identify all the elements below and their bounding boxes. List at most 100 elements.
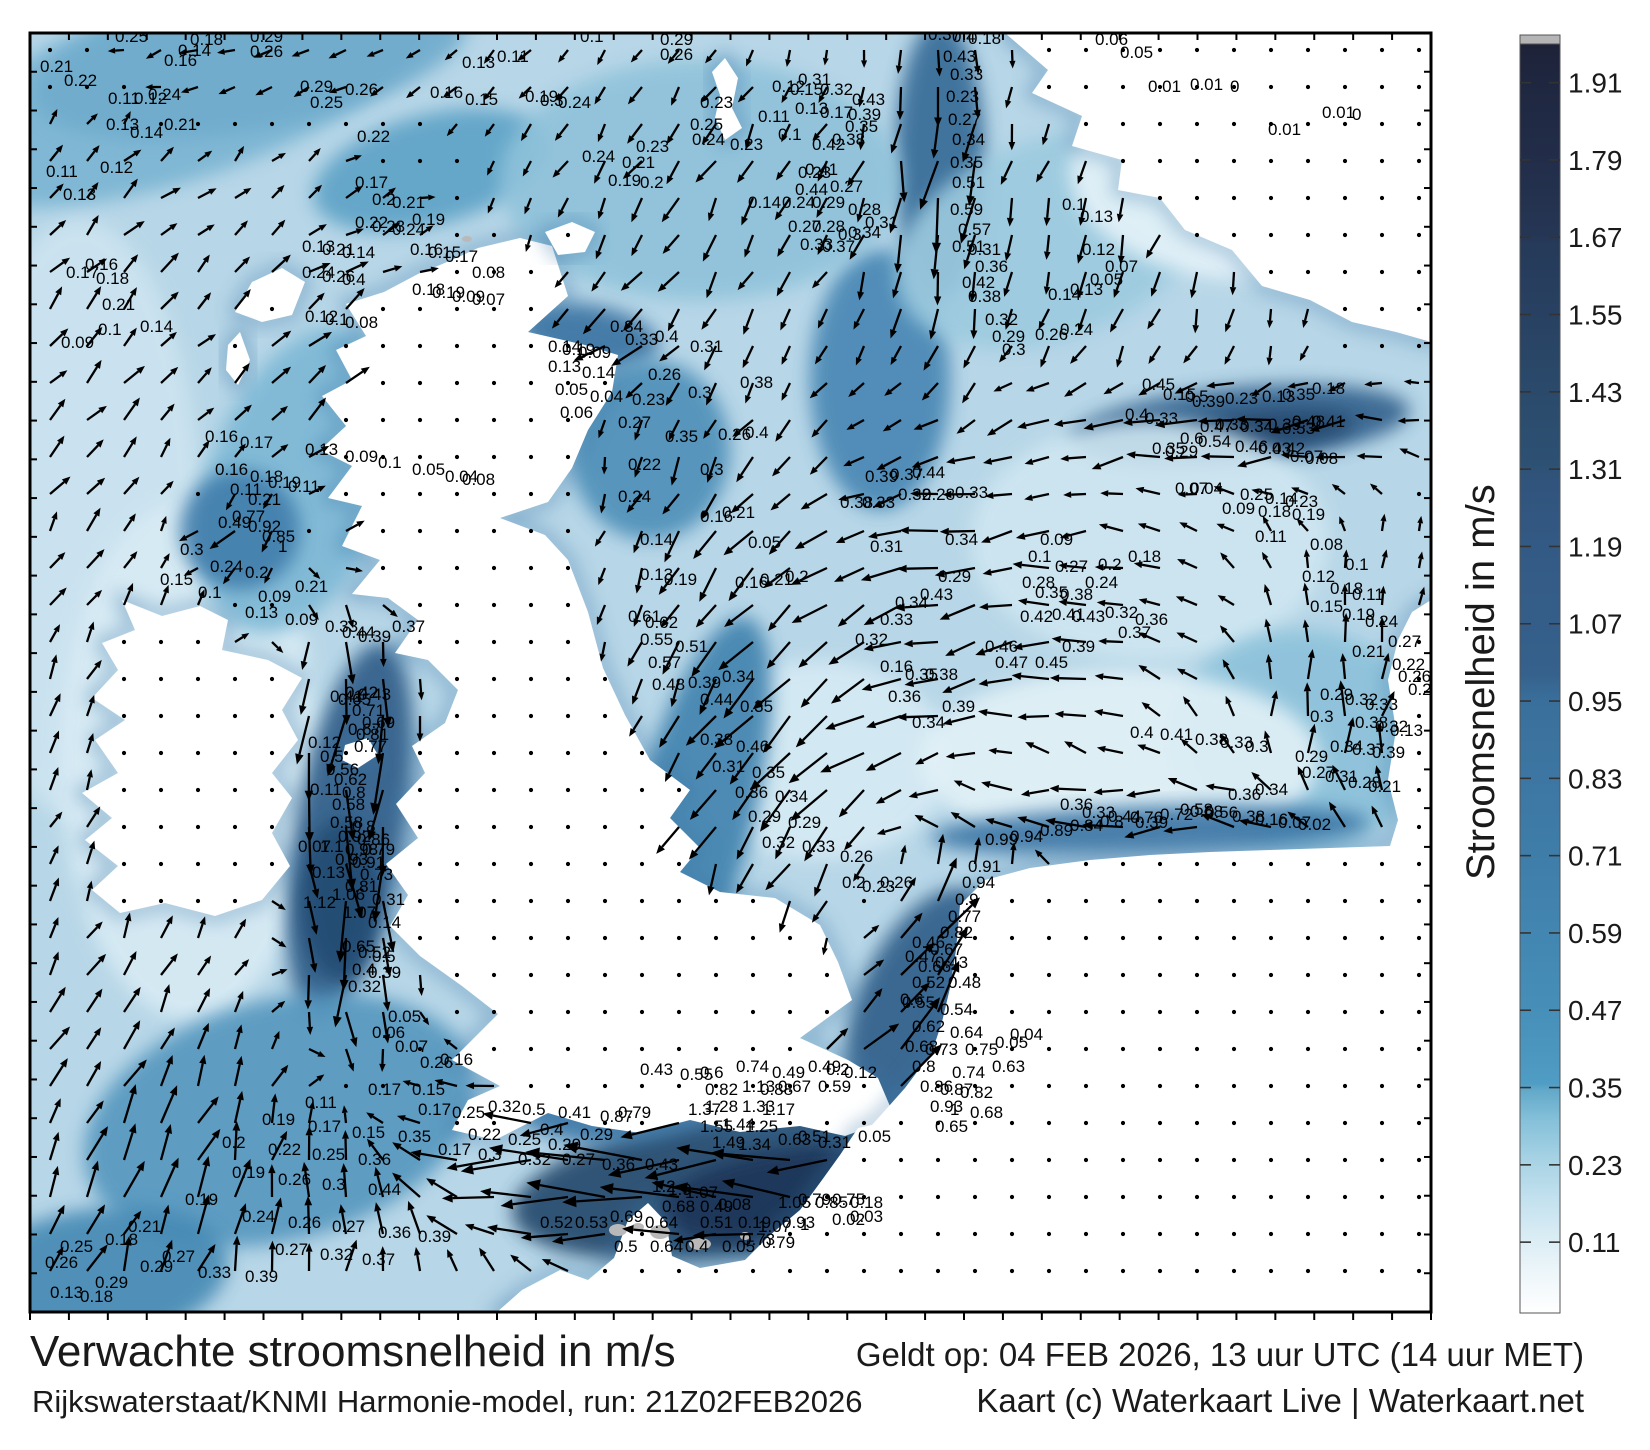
- flow-arrow-head: [1265, 654, 1273, 663]
- grid-dot: [158, 676, 164, 682]
- speed-value-label: 0.27: [1055, 557, 1088, 576]
- speed-value-label: 0.05: [555, 380, 588, 399]
- speed-value-label: 0.79: [362, 840, 395, 859]
- flow-arrow-shaft: [189, 566, 199, 574]
- flow-arrow-head: [92, 145, 100, 154]
- flow-arrow-shaft: [824, 49, 829, 59]
- speed-value-label: 0.5: [372, 947, 396, 966]
- speed-value-label: 0.26: [840, 847, 873, 866]
- flow-arrow-shaft: [705, 123, 717, 139]
- flow-arrow-head: [1110, 323, 1118, 333]
- grid-dot: [602, 380, 608, 386]
- flow-arrow-shaft: [85, 628, 93, 643]
- flow-arrow-shaft: [1059, 677, 1087, 681]
- grid-dot: [972, 898, 978, 904]
- flow-arrow-head: [407, 1200, 415, 1211]
- flow-arrow-shaft: [559, 86, 569, 96]
- flow-arrow-head: [950, 812, 960, 820]
- speed-value-label: 0.27: [162, 1247, 195, 1266]
- speed-value-label: 0.2: [372, 190, 396, 209]
- flow-arrow-shaft: [344, 826, 353, 880]
- grid-dot: [1342, 1046, 1348, 1052]
- flow-arrow-head: [1380, 513, 1387, 522]
- grid-dot: [454, 750, 460, 756]
- flow-arrow-shaft: [1006, 308, 1014, 323]
- flow-arrow-shaft: [969, 160, 977, 197]
- flow-arrow-shaft: [160, 959, 174, 976]
- flow-arrow-shaft: [808, 826, 828, 854]
- flow-arrow-shaft: [630, 493, 643, 508]
- flow-arrow-shaft: [372, 1115, 384, 1124]
- grid-dot: [1157, 158, 1163, 164]
- flow-arrow-head: [775, 849, 783, 860]
- speed-value-label: 0.64: [950, 1023, 983, 1042]
- flow-arrow-shaft: [1289, 454, 1309, 459]
- grid-dot: [1379, 84, 1385, 90]
- speed-value-label: 0.33: [862, 493, 895, 512]
- grid-dot: [1157, 195, 1163, 201]
- grid-dot: [1194, 1268, 1200, 1274]
- speed-value-label: 0.08: [718, 1195, 751, 1214]
- flow-arrow-head: [541, 1259, 551, 1266]
- flow-arrow-shaft: [759, 678, 791, 704]
- grid-dot: [454, 195, 460, 201]
- flow-arrow-head: [132, 986, 141, 997]
- speed-value-label: 0.26: [1035, 325, 1068, 344]
- flow-arrow-head: [52, 766, 59, 776]
- speed-value-label: 0.13: [245, 603, 278, 622]
- flow-arrow-shaft: [954, 751, 976, 757]
- flow-arrow-shaft: [603, 456, 607, 468]
- grid-dot: [1379, 935, 1385, 941]
- flow-arrow-head: [973, 109, 981, 119]
- speed-value-label: 0.29: [1165, 442, 1198, 461]
- speed-value-label: 0.56: [326, 760, 359, 779]
- flow-arrow-head: [56, 183, 64, 192]
- grid-dot: [1342, 898, 1348, 904]
- speed-value-label: 0.4: [745, 423, 769, 442]
- flow-arrow-head: [554, 132, 563, 141]
- flow-arrow-shaft: [233, 1032, 241, 1050]
- flow-arrow-shaft: [814, 456, 828, 470]
- flow-arrow-head: [1369, 483, 1378, 491]
- land-norway: [1005, 33, 1431, 342]
- flow-arrow-shaft: [86, 292, 98, 310]
- speed-value-label: 0.38: [1355, 713, 1388, 732]
- flow-arrow-head: [162, 1204, 170, 1214]
- flow-arrow-shaft: [1106, 525, 1124, 533]
- flow-arrow-shaft: [371, 1144, 384, 1161]
- flow-arrow-shaft: [226, 567, 236, 579]
- land-continent: [497, 600, 1431, 1312]
- flow-arrow-head: [430, 266, 439, 273]
- grid-dot: [528, 1083, 534, 1089]
- grid-dot: [787, 1009, 793, 1015]
- flow-arrow-shaft: [86, 665, 98, 680]
- flow-arrow-head: [360, 366, 370, 375]
- speed-value-label: 0.32: [985, 310, 1018, 329]
- grid-dot: [935, 1231, 941, 1237]
- speed-value-label: 0.05: [1120, 43, 1153, 62]
- flow-arrow-head: [721, 1178, 736, 1189]
- speed-value-label: 0.16: [205, 427, 238, 446]
- grid-dot: [1157, 1046, 1163, 1052]
- flow-arrow-shaft: [1343, 556, 1348, 569]
- flow-arrow-shaft: [672, 678, 681, 700]
- grid-dot: [824, 1268, 830, 1274]
- flow-arrow-shaft: [746, 123, 755, 142]
- flow-arrow-head: [809, 466, 818, 475]
- flow-arrow-head: [202, 1022, 209, 1033]
- flow-arrow-head: [1174, 387, 1184, 394]
- flow-arrow-shaft: [307, 937, 315, 965]
- flow-arrow-head: [596, 616, 603, 626]
- flow-arrow-shaft: [344, 1247, 355, 1272]
- grid-dot: [1268, 121, 1274, 127]
- grid-dot: [639, 1268, 645, 1274]
- speed-value-label: 0.21: [102, 295, 135, 314]
- speed-value-label: 0.05: [412, 460, 445, 479]
- speed-value-label: 0.34: [722, 667, 755, 686]
- speed-value-label: 0.1: [198, 583, 222, 602]
- flow-arrow-head: [660, 618, 669, 628]
- flow-arrow-head: [406, 91, 414, 99]
- flow-arrow-shaft: [851, 160, 865, 180]
- flow-arrow-head: [524, 206, 531, 215]
- flow-arrow-head: [814, 886, 822, 897]
